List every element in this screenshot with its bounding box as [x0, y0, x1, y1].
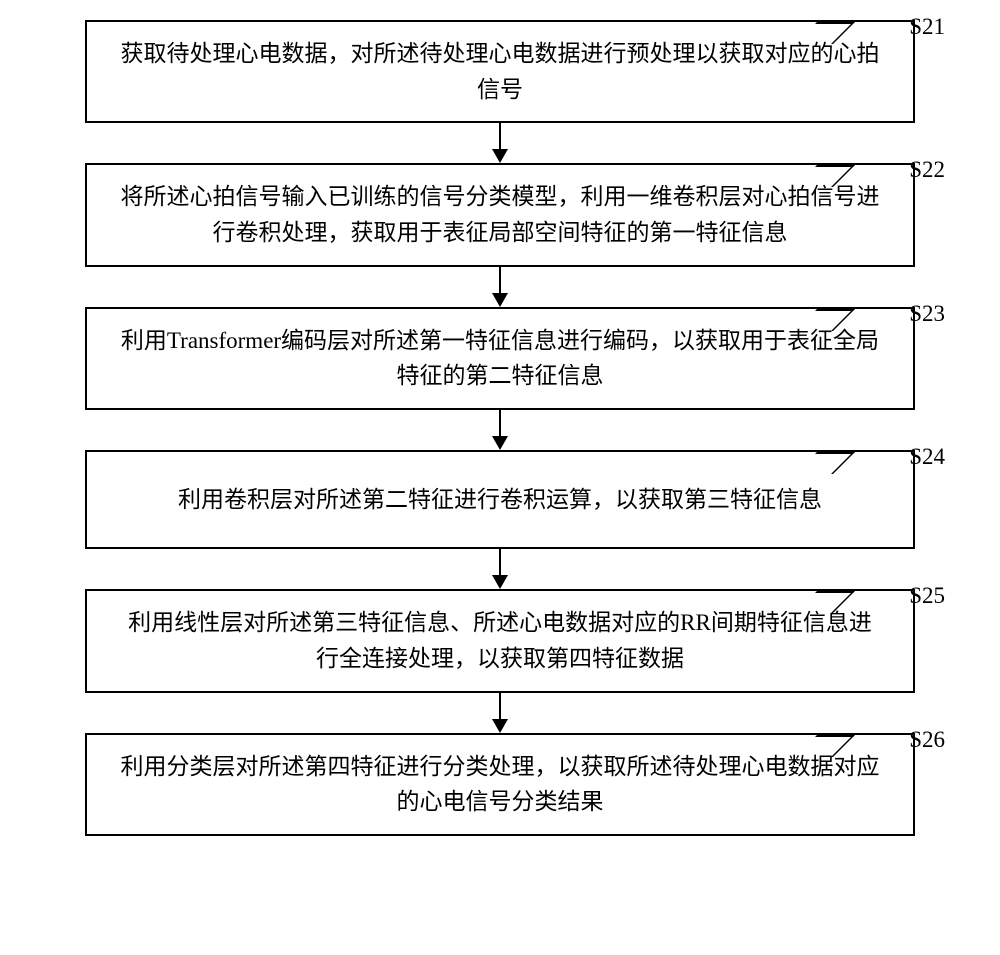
- arrow-s24-s25: [492, 575, 508, 589]
- step-text-s21: 获取待处理心电数据，对所述待处理心电数据进行预处理以获取对应的心拍信号: [117, 36, 883, 107]
- step-text-s24: 利用卷积层对所述第二特征进行卷积运算，以获取第三特征信息: [178, 482, 822, 518]
- step-text-s25: 利用线性层对所述第三特征信息、所述心电数据对应的RR间期特征信息进行全连接处理，…: [117, 605, 883, 676]
- arrow-s22-s23: [492, 293, 508, 307]
- arrow-s25-s26: [492, 719, 508, 733]
- step-label-s26: S26: [909, 727, 945, 753]
- step-s25: 利用线性层对所述第三特征信息、所述心电数据对应的RR间期特征信息进行全连接处理，…: [40, 589, 960, 732]
- step-label-s22: S22: [909, 157, 945, 183]
- leader-line-s24: [795, 452, 855, 474]
- step-label-s21: S21: [909, 14, 945, 40]
- connector-s23-s24: [499, 410, 501, 438]
- step-label-s23: S23: [909, 301, 945, 327]
- connector-s25-s26: [499, 693, 501, 721]
- arrow-s21-s22: [492, 149, 508, 163]
- step-text-s23: 利用Transformer编码层对所述第一特征信息进行编码，以获取用于表征全局特…: [117, 323, 883, 394]
- arrow-s23-s24: [492, 436, 508, 450]
- step-box-s23: 利用Transformer编码层对所述第一特征信息进行编码，以获取用于表征全局特…: [85, 307, 915, 410]
- step-box-s21: 获取待处理心电数据，对所述待处理心电数据进行预处理以获取对应的心拍信号: [85, 20, 915, 123]
- step-box-s24: 利用卷积层对所述第二特征进行卷积运算，以获取第三特征信息: [85, 450, 915, 550]
- step-label-s24: S24: [909, 444, 945, 470]
- flowchart-container: 获取待处理心电数据，对所述待处理心电数据进行预处理以获取对应的心拍信号 S21 …: [40, 20, 960, 836]
- step-text-s26: 利用分类层对所述第四特征进行分类处理，以获取所述待处理心电数据对应的心电信号分类…: [117, 749, 883, 820]
- step-box-s25: 利用线性层对所述第三特征信息、所述心电数据对应的RR间期特征信息进行全连接处理，…: [85, 589, 915, 692]
- step-s26: 利用分类层对所述第四特征进行分类处理，以获取所述待处理心电数据对应的心电信号分类…: [40, 733, 960, 836]
- step-box-s22: 将所述心拍信号输入已训练的信号分类模型，利用一维卷积层对心拍信号进行卷积处理，获…: [85, 163, 915, 266]
- step-label-s25: S25: [909, 583, 945, 609]
- step-box-s26: 利用分类层对所述第四特征进行分类处理，以获取所述待处理心电数据对应的心电信号分类…: [85, 733, 915, 836]
- step-s22: 将所述心拍信号输入已训练的信号分类模型，利用一维卷积层对心拍信号进行卷积处理，获…: [40, 163, 960, 306]
- connector-s21-s22: [499, 123, 501, 151]
- step-text-s22: 将所述心拍信号输入已训练的信号分类模型，利用一维卷积层对心拍信号进行卷积处理，获…: [117, 179, 883, 250]
- step-s24: 利用卷积层对所述第二特征进行卷积运算，以获取第三特征信息 S24: [40, 450, 960, 590]
- step-s23: 利用Transformer编码层对所述第一特征信息进行编码，以获取用于表征全局特…: [40, 307, 960, 450]
- connector-s24-s25: [499, 549, 501, 577]
- connector-s22-s23: [499, 267, 501, 295]
- step-s21: 获取待处理心电数据，对所述待处理心电数据进行预处理以获取对应的心拍信号 S21: [40, 20, 960, 163]
